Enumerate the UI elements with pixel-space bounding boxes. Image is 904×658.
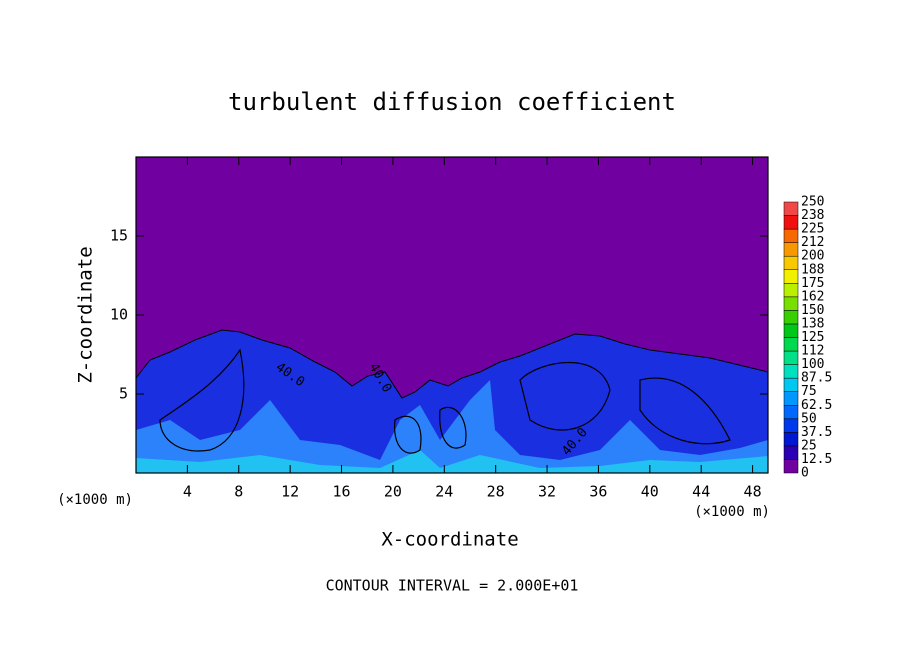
y-tick-label: 10 (110, 306, 128, 324)
x-tick-label: 40 (641, 483, 659, 501)
x-unit-left: (×1000 m) (57, 492, 133, 508)
colorbar-swatch (783, 459, 799, 474)
colorbar-swatch (783, 269, 799, 284)
x-axis-label: X-coordinate (381, 529, 518, 551)
colorbar-label: 37.5 (801, 425, 832, 440)
colorbar-swatch (783, 296, 799, 311)
colorbar-label: 175 (801, 276, 824, 291)
x-tick-label: 16 (332, 483, 350, 501)
colorbar-label: 112 (801, 344, 824, 359)
chart-title: turbulent diffusion coefficient (228, 88, 676, 116)
colorbar-label: 225 (801, 222, 824, 237)
colorbar-swatch (783, 228, 799, 243)
colorbar-label: 188 (801, 262, 824, 277)
colorbar-swatch (783, 283, 799, 298)
colorbar-swatch (783, 364, 799, 379)
colorbar-swatch (783, 323, 799, 338)
colorbar-swatch (783, 337, 799, 352)
y-tick-label: 5 (119, 385, 128, 403)
field-light-band (136, 380, 768, 473)
colorbar-label: 62.5 (801, 398, 832, 413)
colorbar-swatch (783, 215, 799, 230)
x-tick-label: 36 (589, 483, 607, 501)
field-contour (159, 348, 731, 454)
colorbar-label: 162 (801, 289, 824, 304)
colorbar-label: 25 (801, 438, 817, 453)
x-tick-label: 8 (234, 483, 243, 501)
x-tick-label: 24 (435, 483, 453, 501)
field-cyan-band (136, 450, 768, 473)
colorbar-label: 150 (801, 303, 824, 318)
footnote: CONTOUR INTERVAL = 2.000E+01 (326, 577, 579, 595)
x-tick-label: 12 (281, 483, 299, 501)
field (135, 157, 769, 474)
colorbar-swatch (783, 405, 799, 420)
colorbar-swatch (783, 201, 799, 216)
colorbar-label: 100 (801, 357, 824, 372)
colorbar-label: 250 (801, 195, 824, 210)
colorbar-label: 125 (801, 330, 824, 345)
colorbar-swatch (783, 310, 799, 325)
colorbar-label: 212 (801, 235, 824, 250)
colorbar-swatch (783, 432, 799, 447)
colorbar-swatch (783, 242, 799, 257)
x-tick-label: 44 (692, 483, 710, 501)
colorbar-label: 87.5 (801, 371, 832, 386)
colorbar-swatch (783, 255, 799, 271)
colorbar-label: 12.5 (801, 452, 832, 467)
colorbar-label: 138 (801, 316, 824, 331)
colorbar-label: 200 (801, 249, 824, 264)
x-tick-label: 20 (384, 483, 402, 501)
x-tick-label: 32 (538, 483, 556, 501)
colorbar-swatch (783, 445, 799, 460)
x-tick-label: 48 (744, 483, 762, 501)
colorbar-label: 0 (801, 466, 809, 481)
colorbar-swatch (783, 350, 799, 365)
x-tick-label: 4 (183, 483, 192, 501)
colorbar-label: 238 (801, 208, 824, 223)
y-axis-label: Z-coordinate (75, 246, 97, 383)
colorbar-swatch (783, 391, 799, 406)
colorbar-swatch (783, 377, 799, 392)
colorbar-swatch (783, 418, 799, 433)
x-unit-right: (×1000 m) (694, 504, 770, 520)
x-tick-label: 28 (487, 483, 505, 501)
colorbar-label: 50 (801, 411, 817, 426)
colorbar-label: 75 (801, 384, 817, 399)
y-tick-label: 15 (110, 227, 128, 245)
